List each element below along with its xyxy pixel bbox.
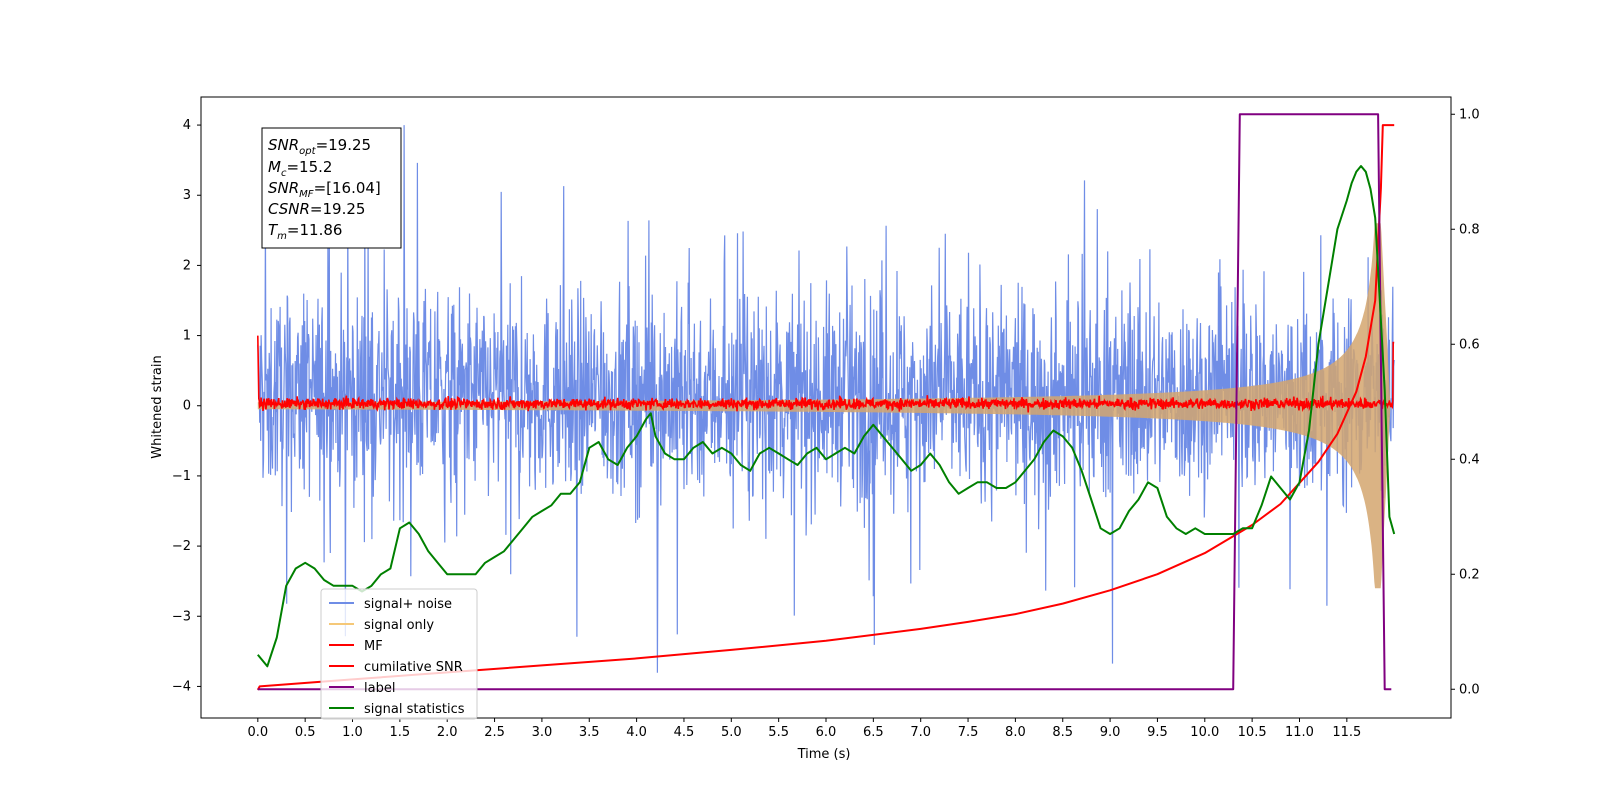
y2-tick-label: 0.8 — [1459, 222, 1480, 237]
x-tick-label: 7.0 — [910, 725, 931, 740]
y-tick-label: −1 — [172, 469, 191, 484]
x-tick-label: 3.5 — [579, 725, 600, 740]
y-axis-left: 4 3 2 1 0 −1 −2 −3 −4 — [172, 118, 201, 694]
legend-label: MF — [364, 639, 383, 654]
annotation-snr-mf: SNRMF=[16.04] — [268, 179, 381, 200]
x-tick-label: 0.0 — [247, 725, 268, 740]
x-tick-label: 6.5 — [863, 725, 884, 740]
y2-tick-label: 0.2 — [1459, 567, 1480, 582]
legend-frame — [320, 588, 478, 720]
annotation-snr-opt: SNRopt=19.25 — [268, 136, 371, 157]
plot-area — [256, 113, 1396, 691]
x-tick-label: 11.5 — [1332, 725, 1361, 740]
y-tick-label: 2 — [183, 258, 191, 273]
series-label — [257, 113, 1392, 691]
annotation-mc: Mc=15.2 — [268, 158, 332, 179]
x-tick-label: 11.0 — [1285, 725, 1314, 740]
y-tick-label: 1 — [183, 329, 191, 344]
x-tick-label: 2.5 — [484, 725, 505, 740]
x-tick-label: 1.5 — [390, 725, 411, 740]
series-signal-noise — [257, 125, 1395, 673]
legend-label: signal+ noise — [364, 597, 452, 612]
x-tick-label: 3.0 — [532, 725, 553, 740]
y-axis-right: 1.0 0.8 0.6 0.4 0.2 0.0 — [1451, 107, 1480, 697]
x-tick-label: 1.0 — [342, 725, 363, 740]
x-tick-label: 10.0 — [1190, 725, 1219, 740]
x-tick-label: 7.5 — [958, 725, 979, 740]
x-tick-label: 5.0 — [721, 725, 742, 740]
annotation-csnr: CSNR=19.25 — [268, 200, 365, 218]
legend-label: cumilative SNR — [364, 660, 463, 675]
y-tick-label: 3 — [183, 188, 191, 203]
annotation-tm: Tm=11.86 — [268, 221, 342, 242]
x-tick-label: 2.0 — [437, 725, 458, 740]
y-tick-label: 0 — [183, 399, 191, 414]
x-tick-label: 5.5 — [768, 725, 789, 740]
x-tick-label: 9.0 — [1100, 725, 1121, 740]
legend: signal+ noise signal only MF cumilative SNR… — [320, 588, 478, 720]
legend-label: signal only — [364, 618, 434, 633]
x-tick-label: 4.0 — [626, 725, 647, 740]
x-axis: 0.0 0.5 1.0 1.5 2.0 2.5 3.0 3.5 4.0 4.5 5.0 5.5 6.0 6… — [247, 718, 1361, 740]
x-tick-label: 6.0 — [816, 725, 837, 740]
y2-tick-label: 0.4 — [1459, 452, 1480, 467]
x-tick-label: 8.5 — [1052, 725, 1073, 740]
legend-label: label — [364, 681, 395, 696]
legend-label: signal statistics — [364, 702, 465, 717]
x-tick-label: 8.0 — [1005, 725, 1026, 740]
y2-tick-label: 0.6 — [1459, 337, 1480, 352]
y-tick-label: −3 — [172, 609, 191, 624]
x-axis-label: Time (s) — [797, 747, 851, 762]
y-axis-label: Whitened strain — [150, 355, 165, 458]
y-tick-label: −2 — [172, 539, 191, 554]
y2-tick-label: 0.0 — [1459, 682, 1480, 697]
x-tick-label: 4.5 — [674, 725, 695, 740]
series-signal-statistics — [257, 165, 1396, 668]
y2-tick-label: 1.0 — [1459, 107, 1480, 122]
x-tick-label: 10.5 — [1238, 725, 1267, 740]
x-tick-label: 9.5 — [1147, 725, 1168, 740]
annotation-box: SNRopt=19.25 Mc=15.2 SNRMF=[16.04] CSNR=… — [261, 127, 402, 249]
series-mf — [257, 335, 1395, 413]
series-cumilative-snr — [256, 124, 1395, 691]
x-tick-label: 0.5 — [295, 725, 316, 740]
y-tick-label: −4 — [172, 679, 191, 694]
y-tick-label: 4 — [183, 118, 191, 133]
